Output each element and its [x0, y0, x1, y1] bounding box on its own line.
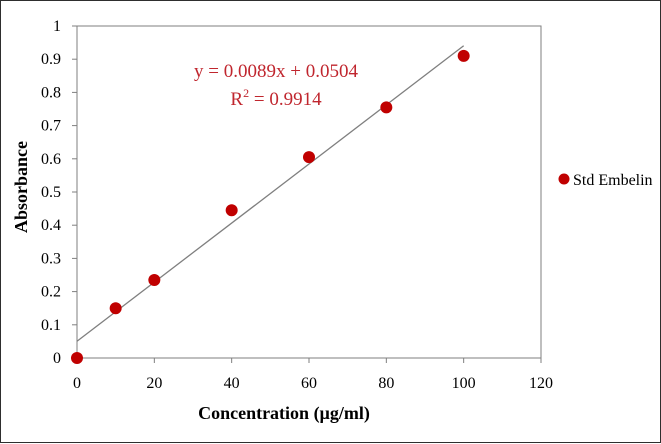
y-tick-label: 0.1 — [41, 317, 61, 334]
data-point — [380, 101, 393, 114]
y-tick-label: 0 — [53, 350, 61, 367]
x-axis-ticks: 0 20 40 60 80 100 120 — [73, 358, 553, 392]
r-squared-value: = 0.9914 — [249, 89, 322, 110]
trendline — [76, 45, 465, 342]
data-point — [71, 352, 83, 364]
data-point — [303, 151, 315, 164]
data-point — [148, 273, 161, 286]
plot-area — [76, 25, 542, 359]
x-tick-label: 40 — [224, 375, 240, 392]
data-point — [457, 49, 470, 62]
x-tick-label: 120 — [529, 375, 553, 392]
regression-equation: y = 0.0089x + 0.0504 — [194, 61, 358, 82]
x-tick-label: 100 — [452, 375, 476, 392]
y-tick-label: 1 — [53, 18, 61, 35]
y-tick-label: 0.2 — [41, 284, 61, 301]
y-tick-label: 0.4 — [41, 217, 61, 234]
r-squared-superscript: 2 — [243, 86, 249, 100]
data-point — [225, 204, 238, 217]
r-squared-label: R2 = 0.9914 — [230, 86, 322, 110]
data-point — [109, 302, 122, 315]
y-tick-label: 0.5 — [41, 184, 61, 201]
y-tick-label: 0.7 — [41, 118, 61, 135]
r-squared-symbol: R — [230, 89, 243, 110]
data-points — [71, 49, 470, 364]
legend-label-std-embelin: Std Embelin — [573, 172, 653, 189]
y-tick-label: 0.3 — [41, 250, 61, 267]
x-tick-label: 60 — [301, 375, 317, 392]
x-tick-label: 80 — [378, 375, 394, 392]
x-tick-label: 20 — [146, 375, 162, 392]
y-axis-title: Absorbance — [11, 141, 31, 233]
y-tick-label: 0.9 — [41, 51, 61, 68]
y-tick-label: 0.6 — [41, 151, 61, 168]
legend: Std Embelin — [558, 172, 653, 189]
legend-marker-std-embelin — [558, 173, 570, 185]
y-tick-label: 0.8 — [41, 84, 61, 101]
x-tick-label: 0 — [73, 375, 81, 392]
x-axis-title: Concentration (µg/ml) — [198, 403, 370, 424]
y-axis-ticks: 0 0.1 0.2 0.3 0.4 0.5 0.6 0.7 0.8 0.9 1 — [41, 18, 77, 367]
